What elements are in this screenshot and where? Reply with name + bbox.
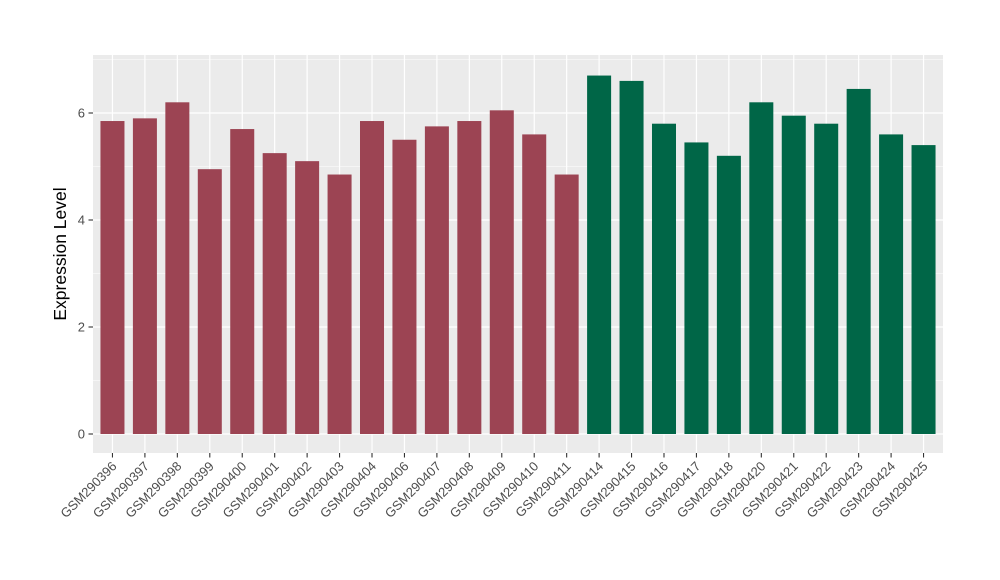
bar-GSM290425: [911, 145, 936, 434]
bar-GSM290402: [295, 161, 320, 434]
bar-GSM290416: [651, 123, 676, 434]
y-tick-label-6: 6: [78, 106, 85, 121]
bar-GSM290401: [262, 153, 287, 434]
bar-GSM290421: [781, 115, 806, 435]
bar-GSM290422: [814, 123, 839, 434]
y-tick-label-4: 4: [78, 213, 85, 228]
bar-GSM290417: [684, 142, 709, 435]
bar-GSM290397: [132, 118, 157, 434]
bar-GSM290400: [230, 129, 255, 435]
bar-GSM290406: [392, 139, 417, 434]
bar-GSM290414: [587, 75, 612, 435]
bar-GSM290418: [716, 155, 741, 435]
bar-GSM290398: [165, 102, 190, 435]
bar-GSM290409: [489, 110, 514, 434]
bar-GSM290420: [749, 102, 774, 435]
bar-GSM290410: [522, 134, 547, 434]
y-tick-label-0: 0: [78, 427, 85, 442]
bar-GSM290407: [424, 126, 449, 434]
bar-GSM290411: [554, 174, 579, 434]
y-axis-title: Expression Level: [50, 187, 70, 320]
bar-GSM290408: [457, 121, 482, 435]
y-tick-label-2: 2: [78, 320, 85, 335]
bar-GSM290403: [327, 174, 352, 434]
bar-GSM290399: [197, 169, 222, 435]
bar-GSM290404: [360, 121, 385, 435]
bar-GSM290423: [846, 88, 871, 435]
bar-GSM290424: [879, 134, 904, 434]
bar-GSM290396: [100, 121, 125, 435]
bar-GSM290415: [619, 80, 644, 435]
